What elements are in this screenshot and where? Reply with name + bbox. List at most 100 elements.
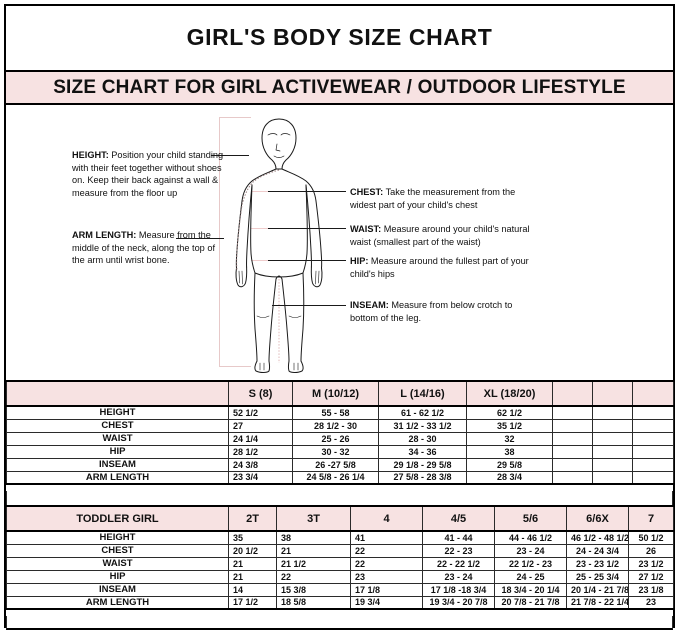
cell-value: 23 1/2 — [628, 556, 674, 571]
cell-value — [592, 470, 633, 485]
table-corner-label: TODDLER GIRL — [6, 505, 229, 532]
annotation-chest-text: Take the measurement from the widest par… — [350, 187, 516, 210]
column-header-m-10-12: M (10/12) — [292, 380, 379, 407]
annotation-height-text: Position your child standing with their … — [72, 150, 224, 198]
cell-value: 20 7/8 - 21 7/8 — [494, 595, 567, 610]
annotation-height: HEIGHT: Position your child standing wit… — [72, 149, 224, 199]
row-label-height: HEIGHT — [6, 405, 229, 420]
cell-value: 41 - 44 — [422, 530, 495, 545]
table-corner-label — [6, 380, 229, 407]
cell-value: 20 1/2 — [228, 543, 277, 558]
cell-value — [632, 431, 674, 446]
cell-value — [552, 418, 593, 433]
chest-leader-line — [268, 191, 346, 192]
cell-value: 17 1/8 -18 3/4 — [422, 582, 495, 597]
height-leader-line — [211, 155, 249, 156]
cell-value: 18 5/8 — [276, 595, 351, 610]
annotation-arm-length: ARM LENGTH: Measure from the middle of t… — [72, 229, 224, 267]
row-label-waist: WAIST — [6, 431, 229, 446]
column-header-2t: 2T — [228, 505, 277, 532]
cell-value: 52 1/2 — [228, 405, 293, 420]
annotation-hip-term: HIP: — [350, 256, 369, 266]
cell-value: 50 1/2 — [628, 530, 674, 545]
row-label-inseam: INSEAM — [6, 457, 229, 472]
cell-value: 17 1/8 — [350, 582, 423, 597]
cell-value: 19 3/4 — [350, 595, 423, 610]
cell-value: 27 — [228, 418, 293, 433]
cell-value — [552, 470, 593, 485]
row-label-arm-length: ARM LENGTH — [6, 470, 229, 485]
row-label-chest: CHEST — [6, 543, 229, 558]
cell-value: 28 1/2 - 30 — [292, 418, 379, 433]
column-header-blank — [632, 380, 674, 407]
row-label-hip: HIP — [6, 569, 229, 584]
cell-value: 24 5/8 - 26 1/4 — [292, 470, 379, 485]
cell-value: 46 1/2 - 48 1/2 — [566, 530, 629, 545]
cell-value: 55 - 58 — [292, 405, 379, 420]
table-row: HIP 28 1/2 30 - 32 34 - 36 38 — [6, 444, 674, 459]
cell-value: 26 — [628, 543, 674, 558]
cell-value: 28 3/4 — [466, 470, 553, 485]
table-row: ARM LENGTH 23 3/4 24 5/8 - 26 1/4 27 5/8 - … — [6, 470, 674, 485]
cell-value: 25 - 26 — [292, 431, 379, 446]
table-row: INSEAM 14 15 3/8 17 1/8 17 1/8 -18 3/4 18 3/4… — [6, 582, 674, 597]
waist-leader-line — [268, 228, 346, 229]
column-header-7: 7 — [628, 505, 674, 532]
girl-size-table: S (8) M (10/12) L (14/16) XL (18/20) HEIGHT 5… — [6, 380, 674, 485]
cell-value: 35 1/2 — [466, 418, 553, 433]
row-label-hip: HIP — [6, 444, 229, 459]
column-header-5-6: 5/6 — [494, 505, 567, 532]
cell-value: 18 3/4 - 20 1/4 — [494, 582, 567, 597]
cell-value: 29 1/8 - 29 5/8 — [378, 457, 467, 472]
annotation-inseam-term: INSEAM: — [350, 300, 389, 310]
cell-value: 24 - 25 — [494, 569, 567, 584]
column-header-6-6x: 6/6X — [566, 505, 629, 532]
cell-value — [632, 457, 674, 472]
cell-value: 23 — [628, 595, 674, 610]
cell-value: 15 3/8 — [276, 582, 351, 597]
page-title: GIRL'S BODY SIZE CHART — [186, 23, 493, 50]
column-header-blank — [592, 380, 633, 407]
cell-value: 28 1/2 — [228, 444, 293, 459]
cell-value: 22 — [350, 556, 423, 571]
cell-value: 35 — [228, 530, 277, 545]
table-spacer-row-1 — [6, 491, 673, 505]
cell-value: 23 3/4 — [228, 470, 293, 485]
page-subtitle: SIZE CHART FOR GIRL ACTIVEWEAR / OUTDOOR… — [53, 76, 626, 98]
cell-value: 32 — [466, 431, 553, 446]
cell-value: 24 1/4 — [228, 431, 293, 446]
row-label-height: HEIGHT — [6, 530, 229, 545]
cell-value: 22 - 22 1/2 — [422, 556, 495, 571]
cell-value: 26 -27 5/8 — [292, 457, 379, 472]
title-band: GIRL'S BODY SIZE CHART — [6, 6, 673, 68]
row-label-chest: CHEST — [6, 418, 229, 433]
cell-value: 44 - 46 1/2 — [494, 530, 567, 545]
cell-value: 22 1/2 - 23 — [494, 556, 567, 571]
annotation-chest-term: CHEST: — [350, 187, 384, 197]
row-label-waist: WAIST — [6, 556, 229, 571]
cell-value: 23 - 23 1/2 — [566, 556, 629, 571]
cell-value: 23 - 24 — [422, 569, 495, 584]
cell-value — [632, 405, 674, 420]
annotation-waist-term: WAIST: — [350, 224, 382, 234]
cell-value: 22 — [350, 543, 423, 558]
cell-value: 21 — [276, 543, 351, 558]
column-header-blank — [552, 380, 593, 407]
cell-value: 14 — [228, 582, 277, 597]
cell-value — [552, 457, 593, 472]
column-header-s-8: S (8) — [228, 380, 293, 407]
cell-value: 28 - 30 — [378, 431, 467, 446]
table-row: ARM LENGTH 17 1/2 18 5/8 19 3/4 19 3/4 - 20 … — [6, 595, 674, 610]
annotation-hip-text: Measure around the fullest part of your … — [350, 256, 529, 279]
annotation-inseam: INSEAM: Measure from below crotch to bot… — [350, 299, 532, 324]
cell-value: 19 3/4 - 20 7/8 — [422, 595, 495, 610]
cell-value: 25 - 25 3/4 — [566, 569, 629, 584]
cell-value: 34 - 36 — [378, 444, 467, 459]
cell-value — [592, 444, 633, 459]
cell-value: 31 1/2 - 33 1/2 — [378, 418, 467, 433]
cell-value: 21 — [228, 556, 277, 571]
toddler-girl-size-table: TODDLER GIRL 2T 3T 4 4/5 5/6 6/6X 7 HEIGHT 35 38 41… — [6, 505, 674, 610]
cell-value: 22 - 23 — [422, 543, 495, 558]
cell-value — [552, 431, 593, 446]
